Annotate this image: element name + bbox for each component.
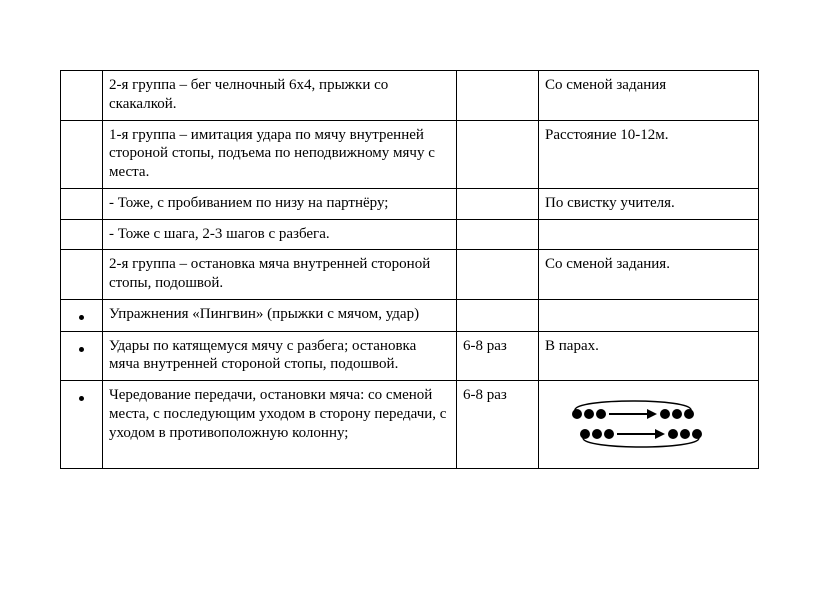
- table-row: 2-я группа – остановка мяча внутренней с…: [61, 250, 759, 300]
- exercise-table: 2-я группа – бег челночный 6х4, прыжки с…: [60, 70, 759, 469]
- table-row: Упражнения «Пингвин» (прыжки с мячом, уд…: [61, 299, 759, 331]
- row-bullet-cell: [61, 188, 103, 219]
- bullet-icon: [79, 396, 84, 401]
- notes-cell: Расстояние 10-12м.: [539, 120, 759, 188]
- row-bullet-cell: [61, 219, 103, 250]
- exercise-cell: Упражнения «Пингвин» (прыжки с мячом, уд…: [103, 299, 457, 331]
- row-bullet-cell: [61, 250, 103, 300]
- table-row: - Тоже с шага, 2-3 шагов с разбега.: [61, 219, 759, 250]
- row-bullet-cell: [61, 71, 103, 121]
- reps-cell: [457, 219, 539, 250]
- reps-cell: [457, 71, 539, 121]
- exercise-cell: - Тоже с шага, 2-3 шагов с разбега.: [103, 219, 457, 250]
- notes-cell: [539, 299, 759, 331]
- pass-rotation-diagram: [545, 392, 725, 456]
- bullet-icon: [79, 347, 84, 352]
- reps-cell: [457, 120, 539, 188]
- notes-cell: [539, 219, 759, 250]
- diagram-container: [545, 386, 752, 462]
- table-row: 1-я группа – имитация удара по мячу внут…: [61, 120, 759, 188]
- reps-cell: 6-8 раз: [457, 331, 539, 381]
- reps-cell: 6-8 раз: [457, 381, 539, 469]
- reps-cell: [457, 250, 539, 300]
- table-row: - Тоже, с пробиванием по низу на партнёр…: [61, 188, 759, 219]
- table-row: Удары по катящемуся мячу с разбега; оста…: [61, 331, 759, 381]
- exercise-cell: 2-я группа – остановка мяча внутренней с…: [103, 250, 457, 300]
- exercise-cell: - Тоже, с пробиванием по низу на партнёр…: [103, 188, 457, 219]
- exercise-cell: 2-я группа – бег челночный 6х4, прыжки с…: [103, 71, 457, 121]
- exercise-cell: 1-я группа – имитация удара по мячу внут…: [103, 120, 457, 188]
- bullet-icon: [79, 315, 84, 320]
- row-bullet-cell: [61, 299, 103, 331]
- notes-cell: Со сменой задания: [539, 71, 759, 121]
- notes-cell: В парах.: [539, 331, 759, 381]
- row-bullet-cell: [61, 381, 103, 469]
- exercise-cell: Удары по катящемуся мячу с разбега; оста…: [103, 331, 457, 381]
- exercise-cell: Чередование передачи, остановки мяча: со…: [103, 381, 457, 469]
- notes-cell: Со сменой задания.: [539, 250, 759, 300]
- notes-cell: [539, 381, 759, 469]
- table-row: Чередование передачи, остановки мяча: со…: [61, 381, 759, 469]
- row-bullet-cell: [61, 120, 103, 188]
- reps-cell: [457, 188, 539, 219]
- row-bullet-cell: [61, 331, 103, 381]
- table-body: 2-я группа – бег челночный 6х4, прыжки с…: [61, 71, 759, 469]
- reps-cell: [457, 299, 539, 331]
- table-row: 2-я группа – бег челночный 6х4, прыжки с…: [61, 71, 759, 121]
- notes-cell: По свистку учителя.: [539, 188, 759, 219]
